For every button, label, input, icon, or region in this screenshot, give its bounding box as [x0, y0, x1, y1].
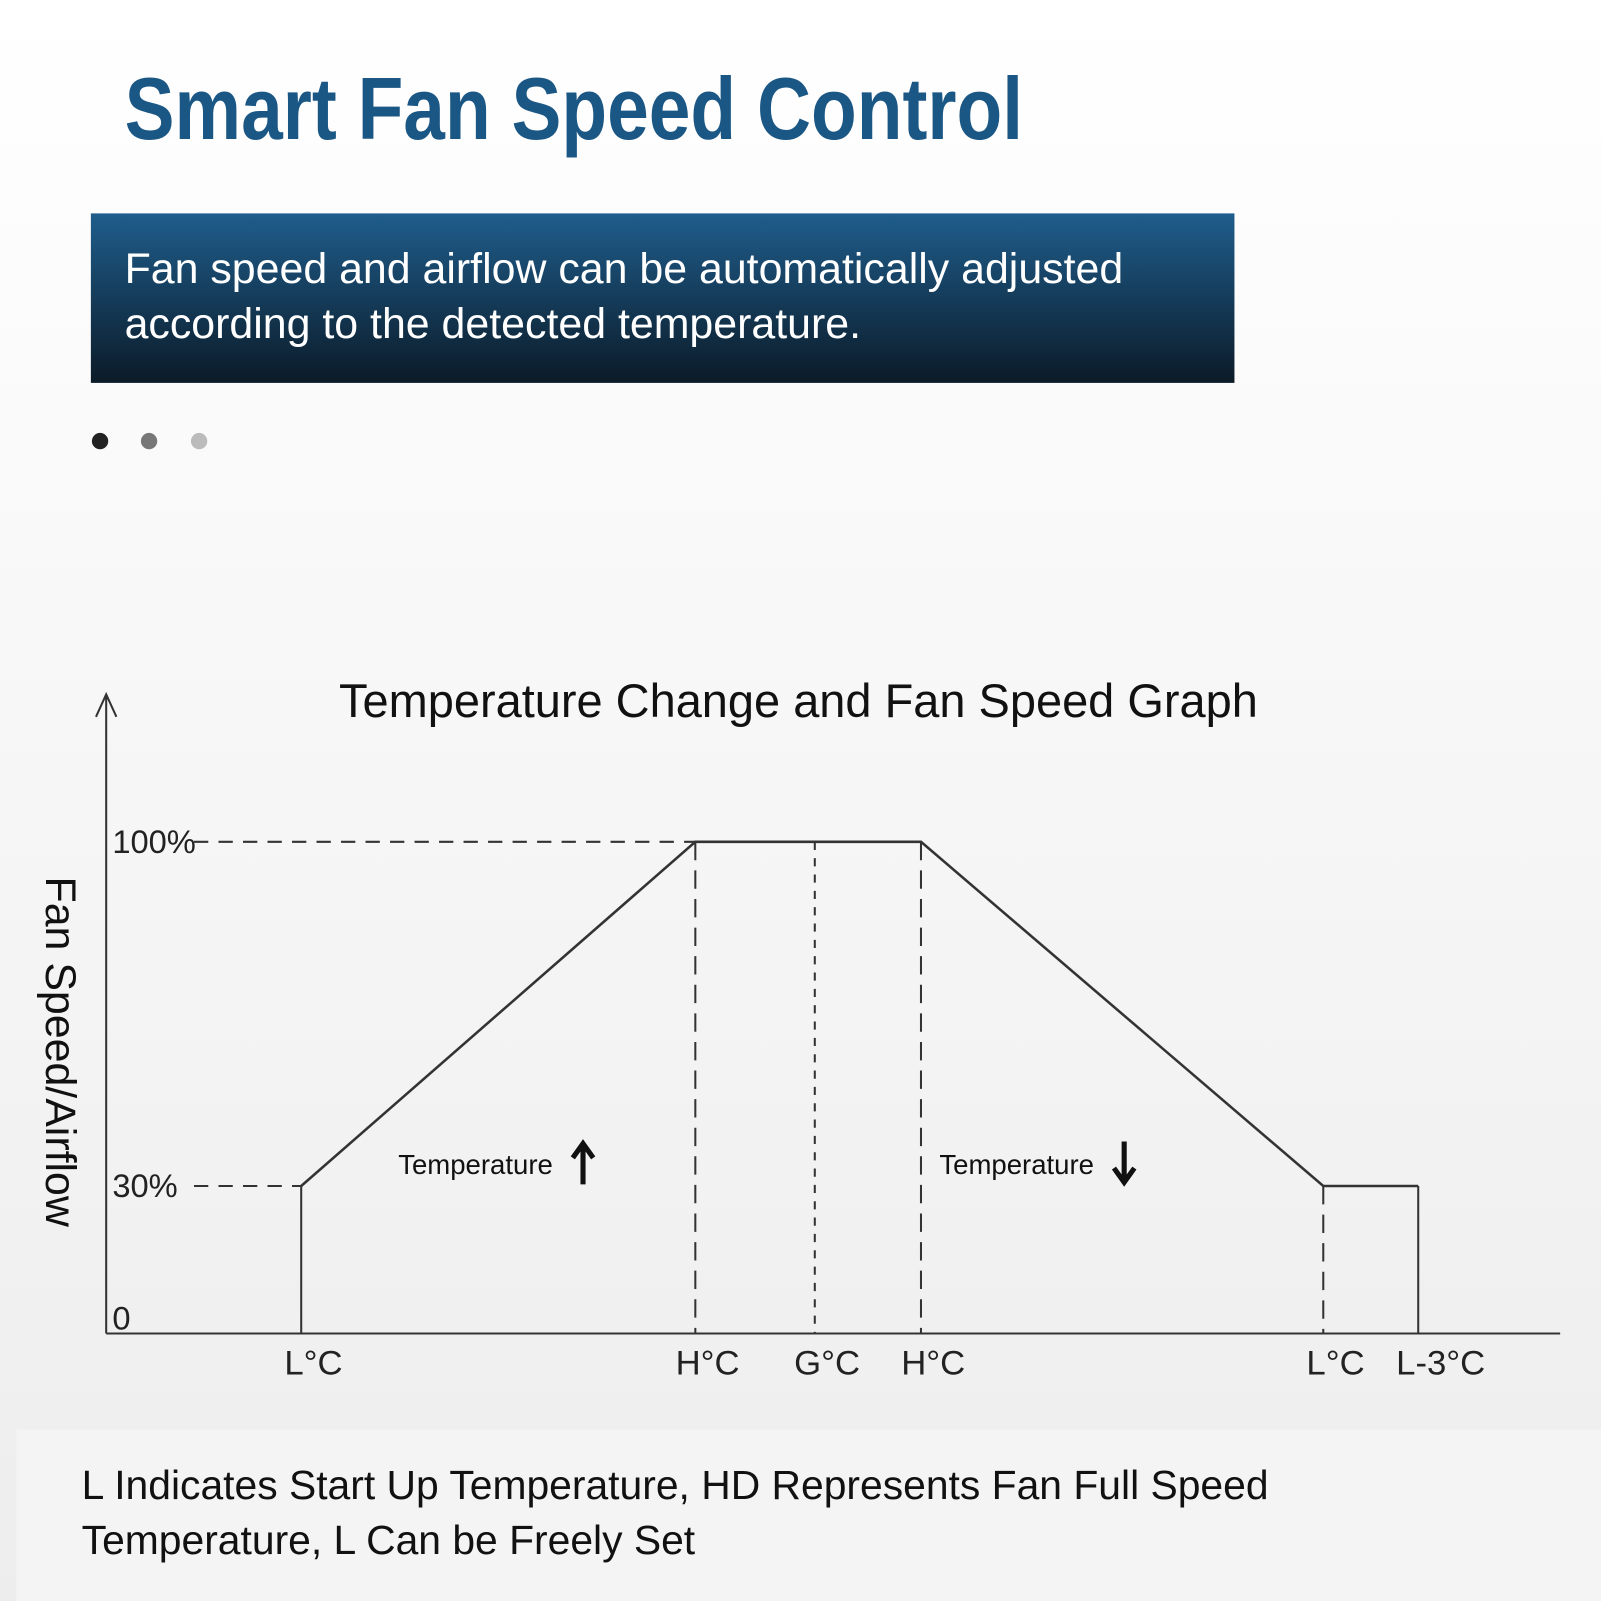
annotation: Temperature	[939, 1149, 1094, 1180]
annotation: Temperature	[398, 1149, 553, 1180]
y-tick-label: 0	[112, 1299, 130, 1336]
title: Smart Fan Speed Control	[125, 60, 1024, 158]
pager-dot[interactable]	[91, 432, 109, 450]
x-tick-label: G°C	[794, 1344, 860, 1382]
x-tick-label: L-3°C	[1396, 1344, 1485, 1382]
x-tick-label: H°C	[901, 1344, 965, 1382]
chart: Temperature Change and Fan Speed Graph F…	[36, 674, 1561, 1382]
footer-panel	[16, 1429, 1601, 1601]
pager-dot[interactable]	[140, 432, 158, 450]
x-tick-label: L°C	[284, 1344, 342, 1382]
y-tick-label: 30%	[112, 1167, 177, 1204]
y-axis	[95, 691, 118, 1334]
speed-line	[300, 840, 1419, 1188]
y-axis-label: Fan Speed/Airflow	[36, 877, 84, 1228]
x-tick-label: L°C	[1306, 1344, 1364, 1382]
banner	[90, 213, 1235, 383]
banner-text: Fan speed and airflow can be automatical…	[125, 245, 1124, 293]
pager-dot[interactable]	[190, 432, 208, 450]
x-tick-label: H°C	[676, 1344, 740, 1382]
y-tick-label: 100%	[112, 823, 196, 860]
footer-text: Temperature, L Can be Freely Set	[82, 1517, 696, 1563]
footer-text: L Indicates Start Up Temperature, HD Rep…	[82, 1462, 1269, 1508]
banner-text: according to the detected temperature.	[125, 300, 861, 348]
arrow-up	[570, 1139, 596, 1185]
chart-title: Temperature Change and Fan Speed Graph	[339, 674, 1258, 727]
arrow-down	[1111, 1141, 1137, 1187]
